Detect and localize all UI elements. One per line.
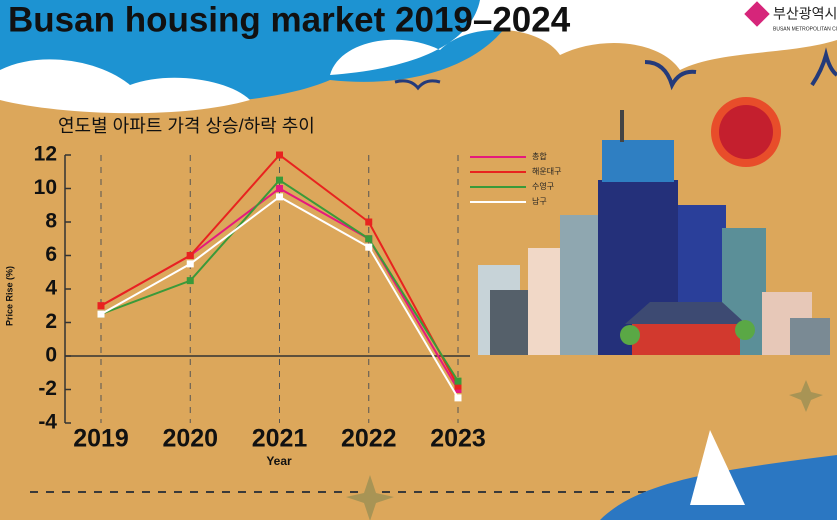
logo-subtitle: BUSAN METROPOLITAN CITY: [773, 26, 837, 32]
point-marker: [365, 243, 373, 251]
y-tick-label: 4: [45, 277, 57, 300]
point-marker: [454, 382, 462, 390]
x-tick-label: 2019: [73, 425, 129, 453]
city: [478, 110, 830, 355]
legend-label: 수영구: [532, 181, 554, 191]
y-tick-label: 8: [45, 210, 57, 233]
y-tick-label: 10: [34, 176, 57, 199]
legend-label: 남구: [532, 197, 547, 206]
x-tick-label: 2020: [162, 425, 218, 453]
page-title: Busan housing market 2019–2024: [8, 0, 571, 39]
point-marker: [365, 218, 373, 226]
y-tick-label: 12: [34, 143, 57, 166]
point-marker: [186, 252, 194, 259]
point-marker: [97, 310, 105, 318]
cloud: [330, 0, 837, 75]
starfish: [789, 380, 823, 412]
logo-name: 부산광역시: [773, 6, 837, 22]
point-marker: [365, 235, 373, 243]
bird: [644, 60, 697, 91]
starfish: [346, 475, 394, 520]
bird: [394, 79, 441, 91]
legend-label: 총합: [532, 152, 547, 161]
x-tick-label: 2021: [252, 425, 308, 453]
logo-icon: [744, 1, 770, 27]
point-marker: [186, 277, 194, 285]
cloud: [0, 59, 250, 114]
y-tick-label: -4: [38, 411, 57, 434]
sailboat: [690, 430, 745, 505]
point-marker: [276, 193, 283, 201]
x-axis-label: Year: [266, 454, 292, 468]
x-tick-label: 2023: [430, 425, 486, 453]
point-marker: [276, 176, 283, 184]
legend-label: 해운대구: [532, 166, 561, 176]
point-marker: [276, 185, 283, 192]
x-tick-label: 2022: [341, 425, 397, 453]
sun-core: [719, 105, 773, 159]
y-tick-label: 2: [45, 310, 57, 333]
y-axis-label: Price Rise (%): [4, 266, 14, 326]
chart-subtitle: 연도별 아파트 가격 상승/하락 추이: [58, 116, 315, 136]
point-marker: [276, 151, 283, 159]
y-tick-label: -2: [38, 377, 57, 400]
point-marker: [454, 377, 462, 385]
point-marker: [454, 394, 462, 402]
y-tick-label: 0: [45, 344, 57, 367]
y-tick-label: 6: [45, 243, 57, 266]
bird: [810, 47, 837, 87]
point-marker: [97, 302, 105, 310]
point-marker: [186, 260, 194, 268]
sky: [0, 0, 520, 104]
